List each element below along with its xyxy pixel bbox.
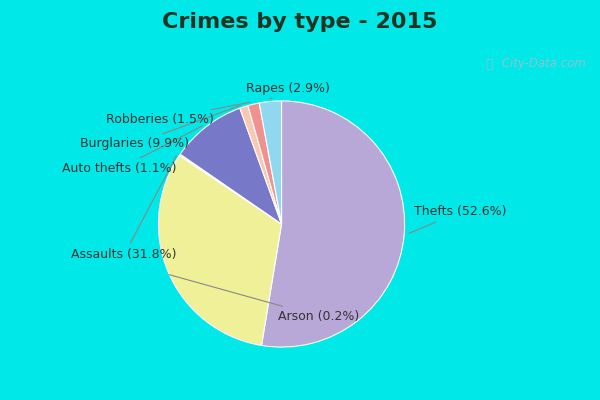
Text: Crimes by type - 2015: Crimes by type - 2015 (163, 12, 437, 32)
Wedge shape (179, 154, 281, 224)
Text: Arson (0.2%): Arson (0.2%) (169, 275, 359, 323)
Wedge shape (180, 108, 281, 224)
Wedge shape (240, 106, 281, 224)
Wedge shape (248, 103, 281, 224)
Wedge shape (262, 101, 404, 347)
Text: ⓘ: ⓘ (485, 58, 493, 70)
Text: Thefts (52.6%): Thefts (52.6%) (409, 205, 507, 233)
Text: City-Data.com: City-Data.com (498, 58, 586, 70)
Text: Assaults (31.8%): Assaults (31.8%) (71, 156, 177, 261)
Wedge shape (259, 101, 281, 224)
Text: Rapes (2.9%): Rapes (2.9%) (246, 82, 329, 99)
Text: Robberies (1.5%): Robberies (1.5%) (106, 102, 250, 126)
Text: Burglaries (9.9%): Burglaries (9.9%) (80, 106, 241, 150)
Wedge shape (158, 156, 281, 346)
Text: Auto thefts (1.1%): Auto thefts (1.1%) (62, 126, 202, 175)
